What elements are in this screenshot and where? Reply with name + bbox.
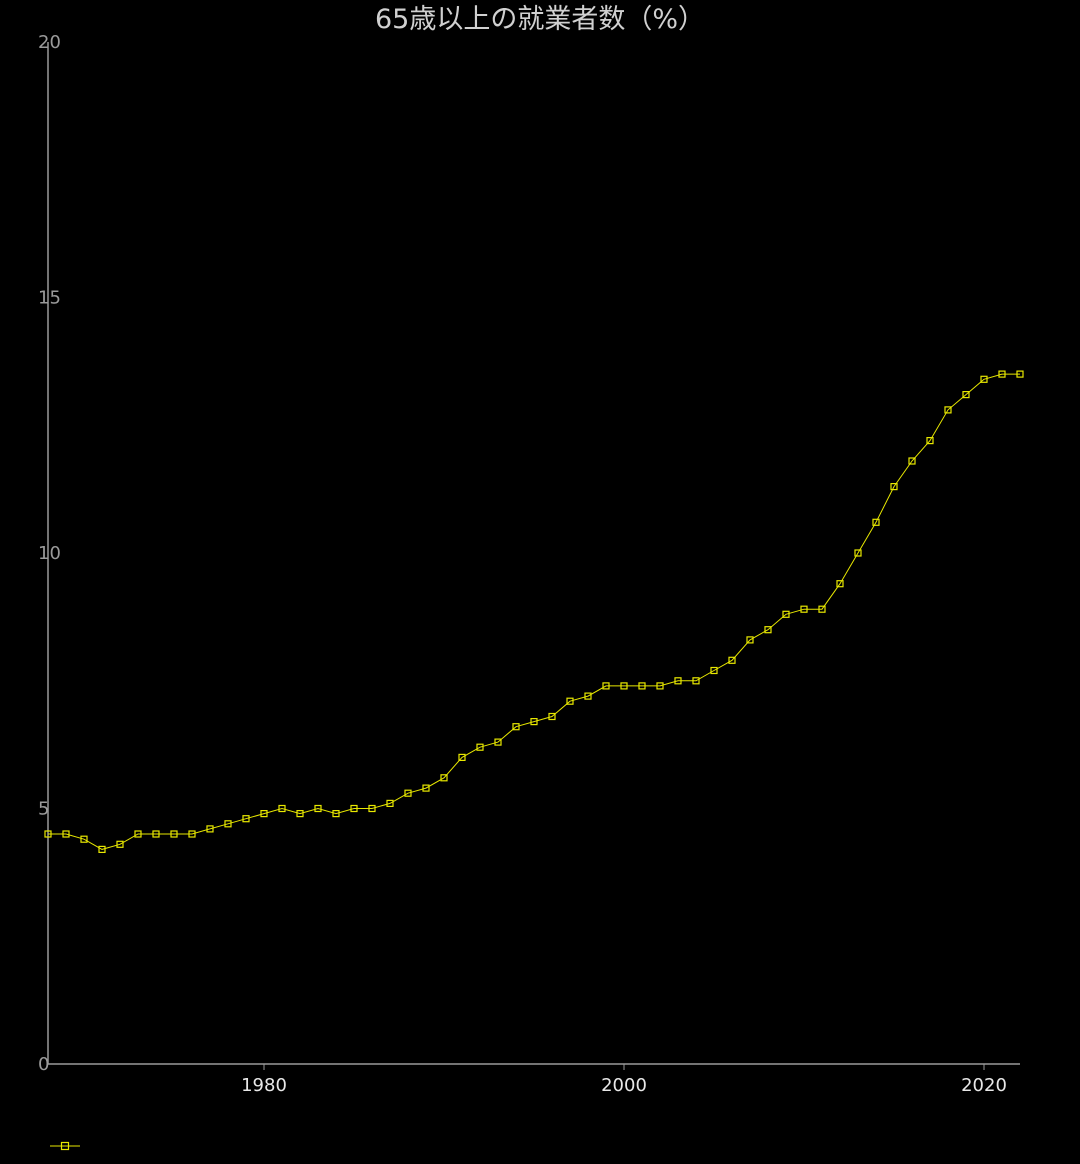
data-point (764, 626, 772, 634)
data-point (656, 682, 664, 690)
data-point (494, 738, 502, 746)
data-point (314, 804, 322, 813)
data-point (818, 605, 826, 613)
data-point (908, 457, 916, 465)
data-point (206, 825, 214, 833)
data-point (926, 437, 934, 445)
data-point (836, 580, 844, 588)
data-point (152, 830, 160, 838)
data-point (332, 809, 340, 818)
data-point (890, 483, 898, 491)
data-point (350, 804, 358, 813)
legend-marker (60, 1141, 70, 1151)
data-point (80, 835, 88, 843)
data-point (620, 682, 628, 690)
data-point (476, 743, 484, 751)
x-tick-label: 2000 (601, 1075, 647, 1096)
y-ticks: 0 5 10 15 20 (38, 32, 61, 1075)
y-tick-label: 10 (38, 543, 61, 564)
data-point (242, 815, 250, 823)
data-point (674, 677, 682, 685)
data-point (98, 845, 106, 854)
data-point (368, 804, 376, 813)
data-point (746, 636, 754, 644)
data-point (188, 830, 196, 838)
data-point (602, 682, 610, 690)
data-point (962, 391, 970, 399)
data-point (260, 809, 268, 818)
data-point (998, 370, 1006, 378)
series-line (48, 373, 1020, 850)
data-point (566, 697, 574, 705)
series-markers (44, 370, 1024, 854)
data-point (530, 717, 538, 726)
x-ticks: 1980 2000 2020 (241, 1064, 1007, 1096)
data-point (44, 830, 52, 838)
chart-title: 65歳以上の就業者数（%） (374, 4, 705, 35)
data-point (800, 605, 808, 613)
data-point (134, 830, 142, 838)
data-point (224, 820, 232, 828)
data-point (440, 774, 448, 782)
x-tick-label: 1980 (241, 1075, 287, 1096)
data-point (386, 799, 394, 808)
data-point (62, 830, 70, 838)
data-point (1016, 370, 1024, 378)
data-point (548, 712, 556, 721)
data-point (944, 406, 952, 414)
data-point (296, 809, 304, 818)
data-point (422, 784, 430, 792)
data-point (404, 789, 412, 797)
data-point (872, 518, 880, 526)
data-point (170, 830, 178, 838)
y-tick-label: 0 (38, 1054, 49, 1075)
data-point (638, 682, 646, 690)
data-point (458, 753, 466, 762)
data-point (512, 723, 520, 731)
x-tick-label: 2020 (961, 1075, 1007, 1096)
data-point (782, 610, 790, 618)
y-tick-label: 5 (38, 799, 49, 820)
data-point (692, 677, 700, 685)
data-point (854, 549, 862, 557)
data-point (980, 375, 988, 383)
legend (50, 1141, 80, 1151)
data-point (710, 666, 718, 675)
y-tick-label: 15 (38, 288, 61, 309)
y-tick-label: 20 (38, 32, 61, 53)
data-point (116, 840, 124, 848)
data-point (584, 692, 592, 700)
data-point (728, 656, 736, 664)
data-point (278, 804, 286, 813)
